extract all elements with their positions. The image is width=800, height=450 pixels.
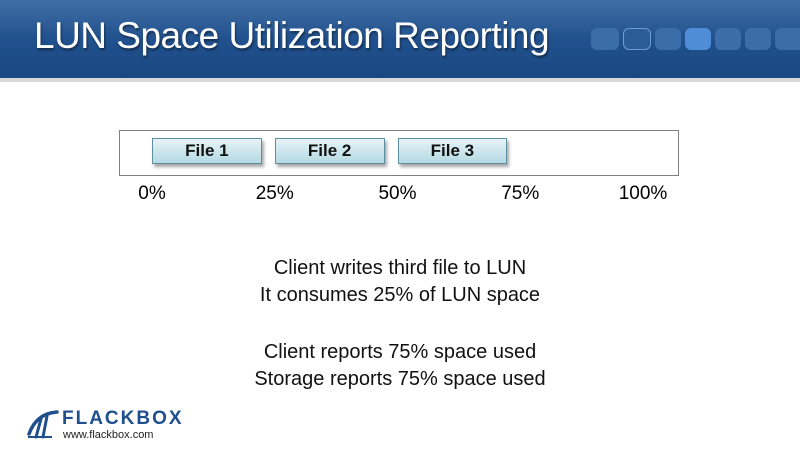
header-dot-7 <box>775 28 800 50</box>
text-line-3: Client reports 75% space used <box>263 341 537 363</box>
tick-label-2: 50% <box>378 183 417 204</box>
header-banner: LUN Space Utilization Reporting <box>0 0 800 82</box>
header-dot-4 <box>685 28 711 50</box>
brand-name: FLACKBOX <box>62 408 184 429</box>
header-dot-5 <box>715 28 741 50</box>
text-line-2: It consumes 25% of LUN space <box>259 284 541 306</box>
header-dot-3 <box>655 28 681 50</box>
explanation-report: Client reports 75% space used Storage re… <box>0 339 800 393</box>
header-rule <box>0 78 800 82</box>
brand-url: www.flackbox.com <box>63 429 154 441</box>
file-block-3: File 3 <box>397 138 508 164</box>
tick-label-4: 100% <box>618 183 668 204</box>
file-block-2: File 2 <box>274 138 385 164</box>
flackbox-logo-icon <box>27 410 59 439</box>
text-line-4: Storage reports 75% space used <box>254 368 546 390</box>
file-block-1: File 1 <box>152 138 262 164</box>
header-dot-6 <box>745 28 771 50</box>
tick-label-3: 75% <box>501 183 540 204</box>
tick-label-0: 0% <box>138 183 166 204</box>
slide-title: LUN Space Utilization Reporting <box>34 15 550 56</box>
header-dot-1 <box>591 28 619 50</box>
tick-label-1: 25% <box>255 183 294 204</box>
header-dot-2 <box>623 28 651 50</box>
text-line-1: Client writes third file to LUN <box>273 257 527 279</box>
explanation-write: Client writes third file to LUN It consu… <box>0 255 800 309</box>
